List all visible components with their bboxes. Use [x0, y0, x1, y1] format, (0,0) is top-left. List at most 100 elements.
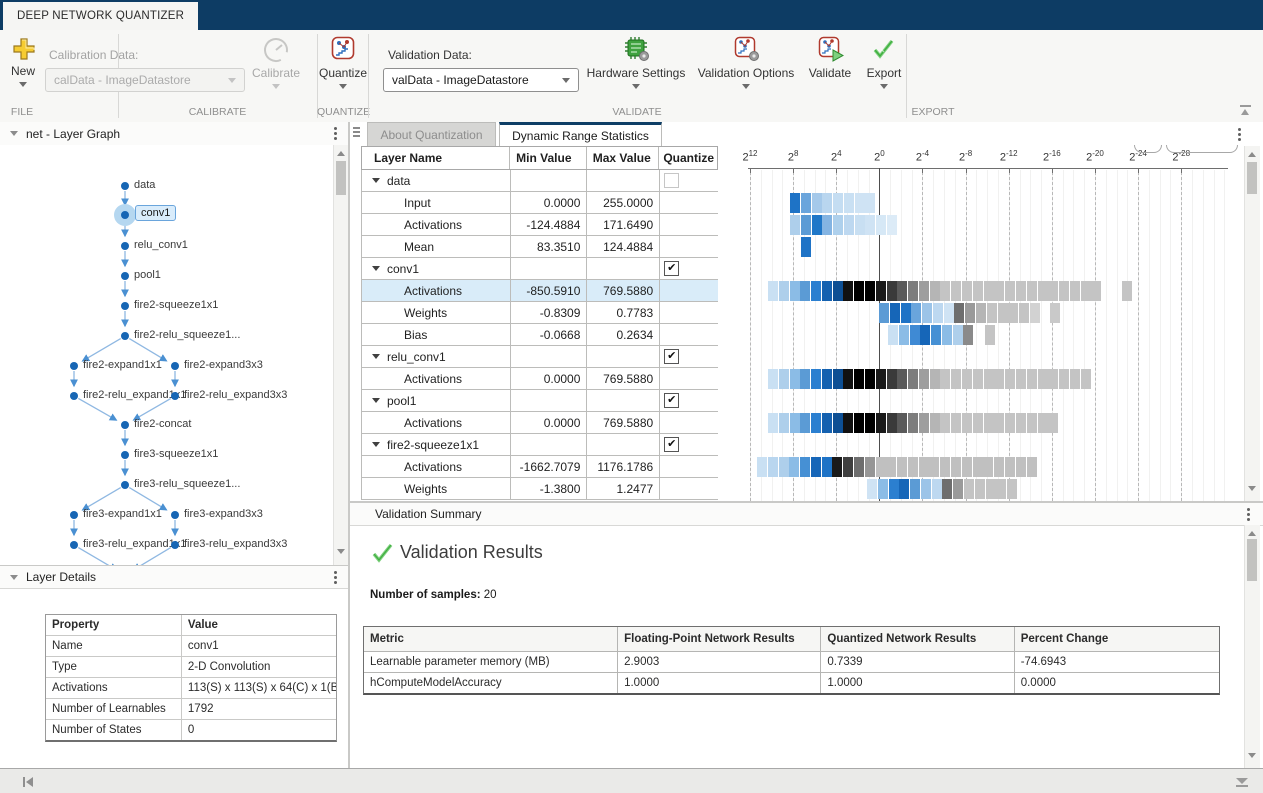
layer-node-fire2-relu_expand1x1[interactable]	[70, 392, 78, 400]
export-dropdown-caret[interactable]	[880, 84, 888, 89]
scrollbar-thumb[interactable]	[1247, 539, 1257, 581]
layer-node-fire2-expand1x1[interactable]	[70, 362, 78, 370]
layer-node-label-fire3-expand3x3[interactable]: fire3-expand3x3	[184, 508, 263, 520]
layer-name-cell[interactable]: Activations	[362, 412, 511, 433]
layer-name-cell[interactable]: Activations	[362, 456, 511, 477]
stats-row-activations[interactable]: Activations-1662.70791176.1786	[361, 456, 718, 478]
layer-node-label-fire2-concat[interactable]: fire2-concat	[134, 418, 191, 430]
layer-node-fire2-relu_squeeze1[interactable]	[121, 332, 129, 340]
layer-details-menu-icon[interactable]	[328, 569, 342, 585]
stats-row-weights[interactable]: Weights-1.38001.2477	[361, 478, 718, 500]
column-header-min-value[interactable]: Min Value	[510, 147, 587, 169]
layer-name-cell[interactable]: Activations	[362, 280, 511, 301]
scrollbar-thumb[interactable]	[336, 161, 346, 195]
layer-name-cell[interactable]: Bias	[362, 324, 511, 345]
validation-options-caret[interactable]	[742, 84, 750, 89]
layer-node-fire3-relu_expand1x1[interactable]	[70, 541, 78, 549]
stats-row-input[interactable]: Input0.0000255.0000	[361, 192, 718, 214]
stats-row-activations[interactable]: Activations-850.5910769.5880	[361, 280, 718, 302]
layer-node-conv1[interactable]	[121, 211, 129, 219]
scrollbar-thumb[interactable]	[1247, 162, 1257, 194]
layer-node-fire2-concat[interactable]	[121, 421, 129, 429]
stats-row-mean[interactable]: Mean83.3510124.4884	[361, 236, 718, 258]
calibrate-button[interactable]: Calibrate	[248, 34, 304, 96]
stats-row-pool1[interactable]: pool1 ✔	[361, 390, 718, 412]
tab-about-quantization[interactable]: About Quantization	[367, 122, 496, 146]
layer-graph-menu-icon[interactable]	[328, 126, 342, 142]
layer-name-cell[interactable]: Weights	[362, 302, 511, 323]
expand-collapse-icon[interactable]	[372, 178, 380, 183]
stats-row-conv1[interactable]: conv1 ✔	[361, 258, 718, 280]
layer-name-cell[interactable]: fire2-squeeze1x1	[362, 434, 511, 455]
layer-name-cell[interactable]: Activations	[362, 368, 511, 389]
scroll-down-icon[interactable]	[1248, 486, 1256, 491]
layer-node-relu_conv1[interactable]	[121, 242, 129, 250]
scroll-up-icon[interactable]	[1248, 531, 1256, 536]
scroll-up-icon[interactable]	[1248, 152, 1256, 157]
stats-row-fire2-squeeze1x1[interactable]: fire2-squeeze1x1 ✔	[361, 434, 718, 456]
validation-options-button[interactable]: Validation Options	[698, 34, 794, 96]
layer-node-pool1[interactable]	[121, 272, 129, 280]
layer-name-cell[interactable]: conv1	[362, 258, 511, 279]
layer-node-data[interactable]	[121, 182, 129, 190]
layer-node-fire3-expand1x1[interactable]	[70, 511, 78, 519]
statistics-panel-menu-icon[interactable]	[1232, 126, 1246, 142]
quantize-button[interactable]: Quantize	[318, 34, 368, 96]
layer-node-fire2-relu_expand3x3[interactable]	[171, 392, 179, 400]
export-button[interactable]: Export	[862, 34, 906, 96]
layer-node-label-fire2-expand3x3[interactable]: fire2-expand3x3	[184, 359, 263, 371]
quantize-dropdown-caret[interactable]	[339, 84, 347, 89]
validation-scrollbar[interactable]	[1244, 525, 1260, 768]
layer-node-fire2-squeeze1x1[interactable]	[121, 302, 129, 310]
layer-graph-scrollbar[interactable]	[333, 145, 348, 565]
expand-collapse-icon[interactable]	[372, 398, 380, 403]
layer-node-label-fire2-relu_squeeze1[interactable]: fire2-relu_squeeze1...	[134, 329, 240, 341]
calibration-data-dropdown[interactable]: calData - ImageDatastore	[45, 68, 245, 92]
stats-row-activations[interactable]: Activations-124.4884171.6490	[361, 214, 718, 236]
column-header-max-value[interactable]: Max Value	[587, 147, 660, 169]
collapse-panel-icon[interactable]	[10, 131, 18, 136]
layer-node-label-fire2-relu_expand3x3[interactable]: fire2-relu_expand3x3	[184, 389, 287, 401]
tab-grip-icon[interactable]	[353, 127, 361, 141]
new-button[interactable]: New	[4, 34, 42, 96]
layer-node-fire3-relu_expand3x3[interactable]	[171, 541, 179, 549]
quantize-checkbox[interactable]: ✔	[664, 349, 679, 364]
column-header-quantize[interactable]: Quantize	[659, 147, 717, 169]
new-dropdown-caret[interactable]	[19, 82, 27, 87]
validation-summary-menu-icon[interactable]	[1241, 506, 1255, 522]
layer-node-fire3-expand3x3[interactable]	[171, 511, 179, 519]
layer-name-cell[interactable]: Input	[362, 192, 511, 213]
layer-name-cell[interactable]: Weights	[362, 478, 511, 499]
layer-graph-canvas[interactable]: dataconv1relu_conv1pool1fire2-squeeze1x1…	[0, 145, 348, 565]
layer-node-label-fire3-expand1x1[interactable]: fire3-expand1x1	[83, 508, 162, 520]
scroll-down-icon[interactable]	[1248, 753, 1256, 758]
layer-name-cell[interactable]: data	[362, 170, 511, 191]
layer-node-label-fire3-squeeze1x1[interactable]: fire3-squeeze1x1	[134, 448, 218, 460]
layer-name-cell[interactable]: pool1	[362, 390, 511, 411]
hardware-settings-caret[interactable]	[632, 84, 640, 89]
collapse-panel-icon[interactable]	[10, 575, 18, 580]
layer-node-label-conv1[interactable]: conv1	[135, 205, 176, 221]
stats-row-bias[interactable]: Bias-0.06680.2634	[361, 324, 718, 346]
quantize-checkbox[interactable]: ✔	[664, 261, 679, 276]
layer-node-fire3-squeeze1x1[interactable]	[121, 451, 129, 459]
quantize-checkbox[interactable]: ✔	[664, 437, 679, 452]
layer-name-cell[interactable]: Activations	[362, 214, 511, 235]
stats-row-relu-conv1[interactable]: relu_conv1✔	[361, 346, 718, 368]
validation-data-dropdown[interactable]: valData - ImageDatastore	[383, 68, 579, 92]
validate-button[interactable]: Validate	[808, 34, 852, 96]
scroll-down-icon[interactable]	[337, 549, 345, 554]
quantize-checkbox[interactable]: ✔	[664, 393, 679, 408]
expand-collapse-icon[interactable]	[372, 354, 380, 359]
app-tab[interactable]: DEEP NETWORK QUANTIZER	[3, 2, 198, 30]
expand-collapse-icon[interactable]	[372, 442, 380, 447]
stats-row-weights[interactable]: Weights-0.83090.7783	[361, 302, 718, 324]
stats-row-data[interactable]: data	[361, 170, 718, 192]
layer-node-label-fire3-relu_expand3x3[interactable]: fire3-relu_expand3x3	[184, 538, 287, 550]
hardware-settings-button[interactable]: Hardware Settings	[587, 34, 685, 96]
collapse-down-icon[interactable]	[1233, 774, 1251, 790]
column-header-layer-name[interactable]: Layer Name	[362, 147, 510, 169]
layer-node-label-data[interactable]: data	[134, 179, 155, 191]
layer-node-fire3-relu_squeeze1[interactable]	[121, 481, 129, 489]
collapse-toolbar-button[interactable]	[1238, 104, 1254, 118]
